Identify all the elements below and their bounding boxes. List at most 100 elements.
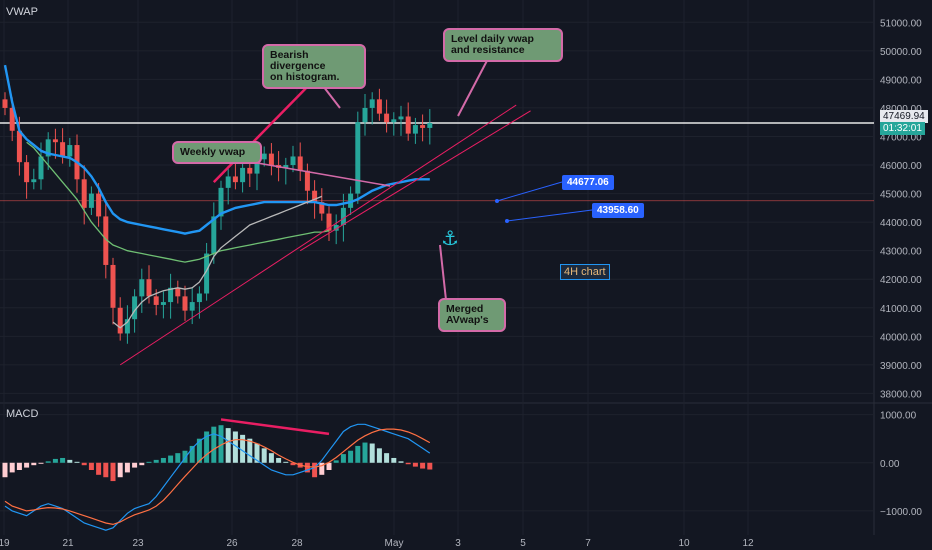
- candle-body: [268, 153, 274, 166]
- histogram-bar: [9, 462, 15, 473]
- macd-y-tick-label: 0.00: [880, 459, 900, 470]
- histogram-bar: [182, 450, 188, 463]
- histogram-bar: [160, 457, 166, 463]
- candle-body: [225, 176, 231, 188]
- candle-body: [369, 99, 375, 108]
- histogram-bar: [276, 457, 282, 463]
- histogram-bar: [67, 459, 73, 463]
- candle-body: [283, 165, 289, 168]
- weekly-note-pointer: [239, 159, 391, 187]
- merged-avwaps-text: Merged AVwap's: [446, 303, 489, 326]
- histogram-bar: [319, 462, 325, 475]
- histogram-bar: [398, 461, 404, 463]
- x-tick-label: 19: [0, 538, 10, 549]
- candle-body: [196, 293, 202, 303]
- histogram-bar: [81, 462, 87, 466]
- candle-body: [60, 142, 66, 157]
- candle-body: [340, 207, 346, 225]
- candle-body: [2, 99, 8, 108]
- y-tick-label: 47000.00: [880, 132, 922, 143]
- macd-line-1: [4, 428, 431, 526]
- candle-body: [31, 179, 37, 183]
- candle-body: [168, 287, 174, 303]
- histogram-bar: [24, 462, 30, 468]
- macd-indicator-label[interactable]: MACD: [6, 408, 39, 420]
- histogram-bar: [52, 458, 58, 463]
- x-tick-label: 26: [226, 538, 238, 549]
- daily-vwap-resistance-note: Level daily vwap and resistance: [443, 28, 563, 62]
- candle-body: [412, 125, 418, 134]
- histogram-bar: [96, 462, 102, 475]
- anchor-icon: ⚓: [441, 226, 459, 250]
- price-tag-44677: 44677.06: [562, 175, 614, 190]
- countdown-tag: 01:32:01: [880, 122, 925, 135]
- timeframe-label: 4H chart: [560, 264, 610, 280]
- y-tick-label: 44000.00: [880, 218, 922, 229]
- histogram-bar: [45, 461, 51, 463]
- histogram-bar: [139, 462, 145, 466]
- y-tick-label: 40000.00: [880, 332, 922, 343]
- x-tick-label: 5: [520, 538, 526, 549]
- candle-body: [124, 319, 130, 334]
- histogram-bar: [369, 443, 375, 463]
- candle-body: [9, 107, 15, 131]
- histogram-bar: [38, 462, 44, 464]
- bearish-divergence-note: Bearish divergence on histogram.: [262, 44, 366, 89]
- weekly-vwap-text: Weekly vwap: [180, 146, 246, 158]
- candle-body: [88, 193, 94, 208]
- candle-body: [67, 145, 73, 157]
- weekly-vwap-note: Weekly vwap: [172, 141, 262, 164]
- histogram-bar: [254, 443, 260, 463]
- candle-body: [52, 139, 58, 143]
- candle-body: [304, 170, 310, 191]
- histogram-bar: [362, 442, 368, 463]
- candle-body: [376, 99, 382, 114]
- candle-body: [348, 193, 354, 208]
- candle-body: [362, 107, 368, 123]
- candle-body: [319, 202, 325, 214]
- bearish-divergence-text: Bearish divergence on histogram.: [270, 49, 340, 83]
- histogram-bar: [376, 448, 382, 463]
- candle-body: [232, 176, 238, 183]
- macd-y-tick-label: −1000.00: [880, 507, 922, 518]
- candle-body: [16, 130, 22, 163]
- histogram-bar: [110, 462, 116, 482]
- y-tick-label: 51000.00: [880, 18, 922, 29]
- histogram-bar: [384, 453, 390, 463]
- histogram-bar: [427, 462, 433, 470]
- histogram-bar: [146, 461, 152, 463]
- trendline: [299, 110, 531, 252]
- histogram-bar: [16, 462, 22, 470]
- candle-body: [117, 307, 123, 334]
- histogram-bar: [31, 462, 37, 466]
- y-tick-label: 45000.00: [880, 190, 922, 201]
- histogram-bar: [232, 431, 238, 463]
- y-tick-label: 48000.00: [880, 104, 922, 115]
- histogram-bar: [218, 425, 224, 463]
- candle-body: [420, 125, 426, 128]
- histogram-bar: [348, 450, 354, 463]
- candle-body: [405, 116, 411, 134]
- histogram-bar: [240, 434, 246, 463]
- y-tick-label: 43000.00: [880, 247, 922, 258]
- histogram-bar: [391, 457, 397, 463]
- y-tick-label: 39000.00: [880, 361, 922, 372]
- histogram-bar: [355, 445, 361, 463]
- y-tick-label: 46000.00: [880, 161, 922, 172]
- x-tick-label: 23: [132, 538, 144, 549]
- candle-body: [132, 296, 138, 320]
- vwap-indicator-label[interactable]: VWAP: [6, 6, 38, 18]
- y-tick-label: 42000.00: [880, 275, 922, 286]
- candle-body: [160, 302, 166, 305]
- candle-body: [333, 224, 339, 231]
- candle-body: [153, 296, 159, 305]
- x-tick-label: 12: [742, 538, 754, 549]
- candle-body: [391, 119, 397, 123]
- histogram-bar: [204, 431, 210, 463]
- x-tick-label: 28: [291, 538, 303, 549]
- tag2-connector: [506, 209, 593, 222]
- macd-line-0: [4, 423, 431, 531]
- histogram-bar: [124, 462, 130, 473]
- histogram-bar: [103, 462, 109, 478]
